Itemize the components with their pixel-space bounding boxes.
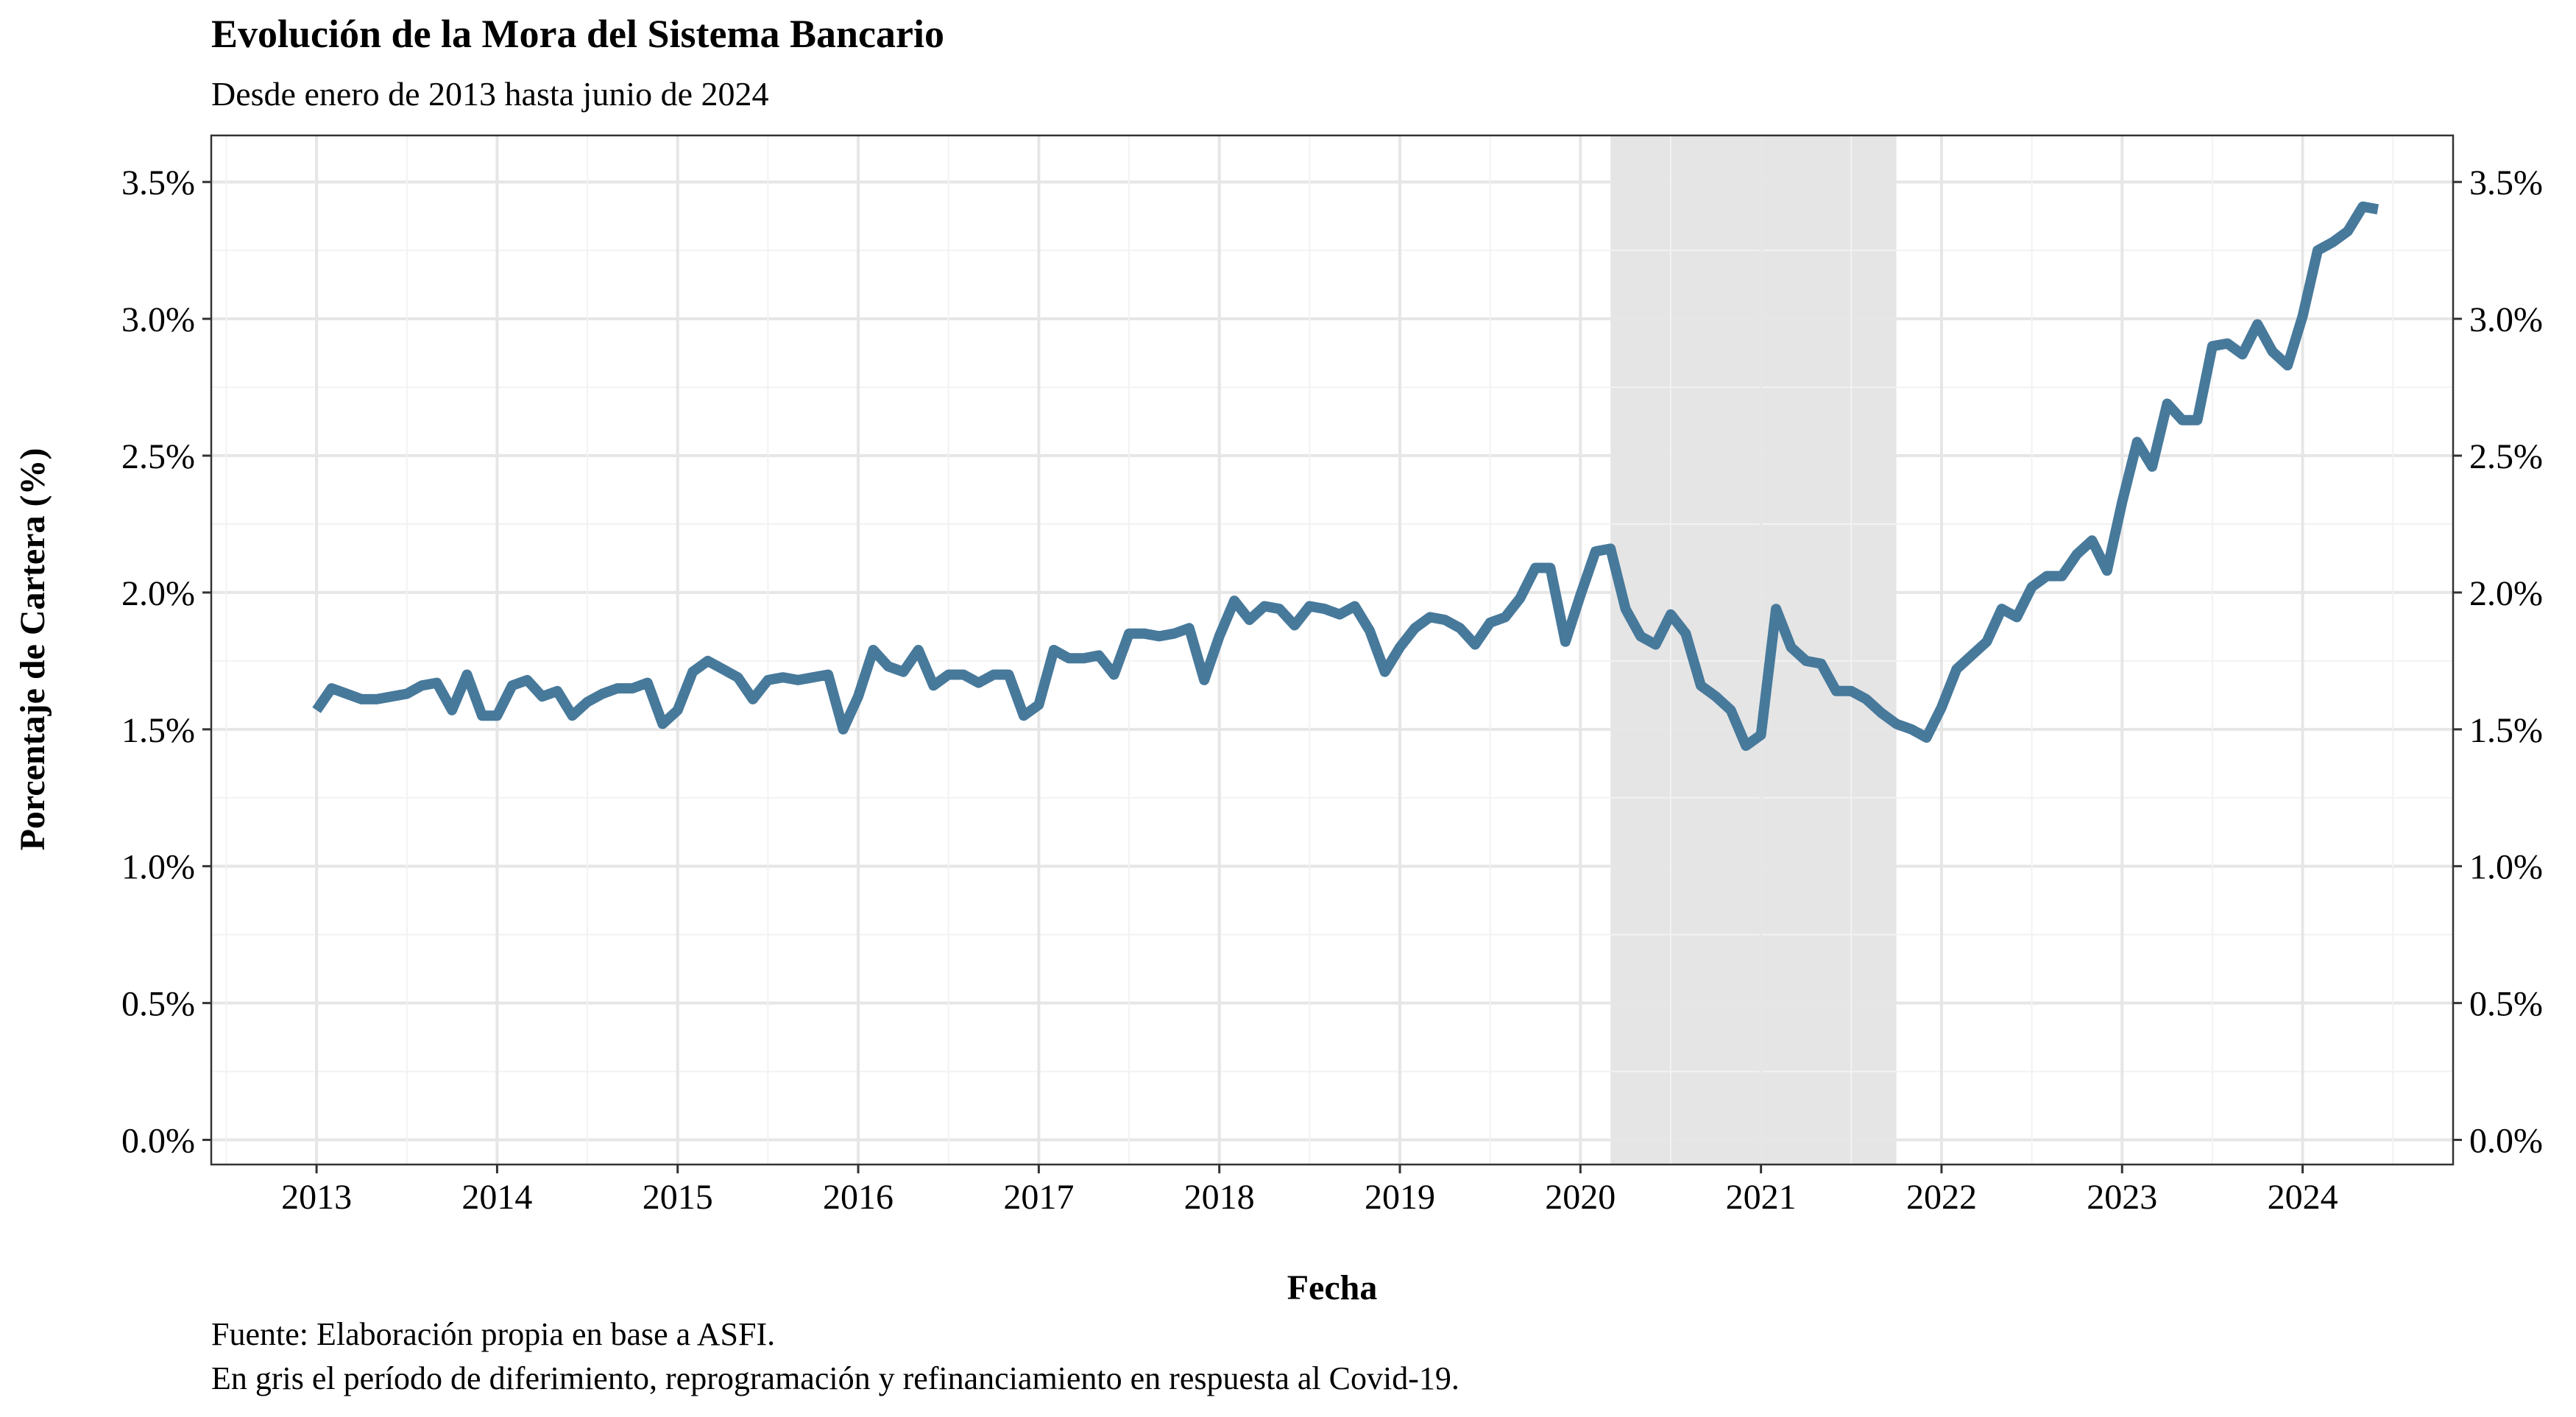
- y-tick-label-right: 0.0%: [2469, 1122, 2543, 1161]
- y-tick-label-left: 3.5%: [121, 163, 195, 202]
- plot-border: [210, 134, 2455, 1166]
- chart-subtitle: Desde enero de 2013 hasta junio de 2024: [211, 75, 769, 113]
- y-tick-label-left: 3.0%: [121, 300, 195, 339]
- x-tick-label: 2014: [461, 1178, 532, 1217]
- caption-line-1: Fuente: Elaboración propia en base a ASF…: [211, 1316, 775, 1352]
- x-tick-label: 2015: [643, 1178, 713, 1217]
- y-axis-left: 0.0% 0.5% 1.0% 1.5% 2.0% 2.5% 3.0% 3.5%: [121, 163, 211, 1161]
- plot-frame: [210, 134, 2455, 1166]
- y-tick-label-right: 1.0%: [2469, 848, 2543, 887]
- y-tick-label-left: 1.0%: [121, 848, 195, 887]
- x-axis: 2013 2014 2015 2016 2017 2018 2019 2020 2021 2022…: [281, 1165, 2338, 1217]
- caption-line-2: En gris el período de diferimiento, repr…: [211, 1360, 1459, 1396]
- series-line-group: [312, 201, 2379, 752]
- x-tick-label: 2019: [1365, 1178, 1435, 1217]
- series-line: [312, 201, 2379, 752]
- x-tick-label: 2013: [281, 1178, 352, 1217]
- y-tick-label-right: 3.5%: [2469, 163, 2543, 202]
- x-tick-label: 2021: [1726, 1178, 1797, 1217]
- y-tick-label-right: 1.5%: [2469, 711, 2543, 750]
- x-axis-label: Fecha: [1287, 1268, 1378, 1307]
- chart-title: Evolución de la Mora del Sistema Bancari…: [211, 12, 944, 56]
- x-tick-label: 2018: [1184, 1178, 1255, 1217]
- x-tick-label: 2016: [823, 1178, 894, 1217]
- y-tick-label-right: 2.0%: [2469, 574, 2543, 613]
- x-tick-label: 2024: [2268, 1178, 2338, 1217]
- plot-area: [211, 135, 2453, 1165]
- covid-shaded-region: [1610, 135, 1897, 1165]
- x-tick-label: 2017: [1003, 1178, 1074, 1217]
- y-tick-label-left: 0.5%: [121, 985, 195, 1024]
- covid-period-band: [1610, 135, 1897, 1165]
- plot-background: [211, 135, 2453, 1165]
- y-tick-label-left: 2.0%: [121, 574, 195, 613]
- y-tick-label-left: 0.0%: [121, 1122, 195, 1161]
- x-tick-label: 2023: [2087, 1178, 2157, 1217]
- y-tick-label-right: 0.5%: [2469, 985, 2543, 1024]
- y-axis-right: 0.0% 0.5% 1.0% 1.5% 2.0% 2.5% 3.0% 3.5%: [2453, 163, 2543, 1161]
- x-tick-label: 2022: [1906, 1178, 1977, 1217]
- grid-lines: [211, 135, 2453, 1165]
- x-tick-label: 2020: [1545, 1178, 1616, 1217]
- y-tick-label-right: 3.0%: [2469, 300, 2543, 339]
- y-axis-label: Porcentaje de Cartera (%): [13, 448, 52, 851]
- y-tick-label-left: 1.5%: [121, 711, 195, 750]
- y-tick-label-right: 2.5%: [2469, 437, 2543, 476]
- y-tick-label-left: 2.5%: [121, 437, 195, 476]
